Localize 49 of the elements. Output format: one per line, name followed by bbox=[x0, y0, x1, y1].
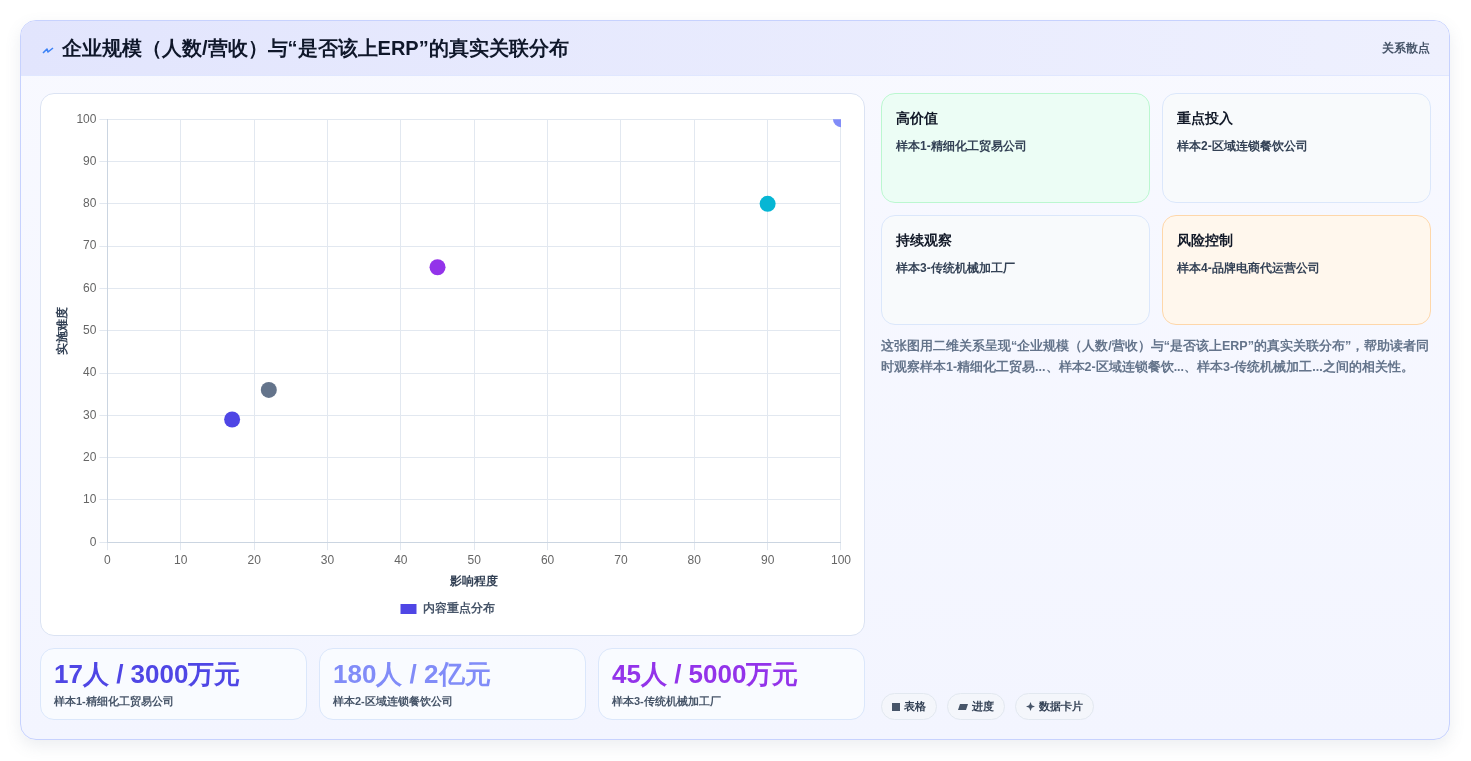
text: 这张图用二维关系呈现“企业规模（人数/营收）与“是否该上ERP”的真实关联分布”，帮助读者同时观察样本1-精细化工贸易...、样本2-区域连锁餐饮...、样本3-传统机械加工...之间的相关性。 bbox=[881, 338, 1431, 376]
text: 样本4-品牌电商代运营公司 bbox=[1177, 260, 1320, 277]
text: 表格 bbox=[904, 699, 926, 714]
x-tick-label: 10 bbox=[174, 552, 188, 567]
x-tick-label: 70 bbox=[614, 552, 628, 567]
text: 17人 / 3000万元 bbox=[54, 658, 241, 691]
point bbox=[224, 411, 241, 428]
y-tick-label: 100 bbox=[76, 111, 97, 126]
x-tick-label: 90 bbox=[760, 552, 775, 567]
x-tick-label: 30 bbox=[320, 552, 335, 567]
text: 样本2-区域连锁餐饮公司 bbox=[1177, 138, 1308, 155]
x-tick-label: 60 bbox=[540, 552, 555, 567]
text: 样本3-传统机械加工厂 bbox=[612, 694, 721, 709]
y-tick-label: 20 bbox=[83, 449, 97, 464]
text: 样本1-精细化工贸易公司 bbox=[896, 138, 1027, 155]
text: 样本3-传统机械加工厂 bbox=[896, 260, 1015, 277]
y-tick-label: 90 bbox=[83, 153, 97, 168]
point bbox=[759, 195, 776, 212]
y-tick-label: 10 bbox=[83, 492, 97, 507]
x-tick-label: 50 bbox=[467, 552, 482, 567]
text: 样本2-区域连锁餐饮公司 bbox=[333, 694, 453, 709]
y-tick-label: 0 bbox=[89, 534, 97, 549]
point bbox=[429, 259, 446, 276]
text: 高价值 bbox=[896, 110, 938, 128]
y-axis-title: 实施难度 bbox=[54, 306, 69, 355]
x-tick-label: 40 bbox=[394, 552, 408, 567]
point bbox=[260, 381, 277, 398]
text: 样本1-精细化工贸易公司 bbox=[54, 694, 174, 709]
chart-title: 企业规模（人数/营收）与“是否该上ERP”的真实关联分布 bbox=[62, 36, 569, 61]
x-tick-label: 100 bbox=[830, 552, 852, 567]
text: 进度 bbox=[972, 699, 994, 714]
legend-label: 内容重点分布 bbox=[422, 601, 495, 616]
text: 持续观察 bbox=[896, 232, 952, 250]
y-tick-label: 70 bbox=[83, 238, 97, 253]
y-tick-label: 50 bbox=[83, 323, 97, 338]
text: 重点投入 bbox=[1177, 110, 1233, 128]
x-tick-label: 0 bbox=[104, 552, 112, 567]
text: 关系散点 bbox=[1382, 40, 1430, 57]
x-tick-label: 20 bbox=[247, 552, 262, 567]
y-tick-label: 40 bbox=[83, 365, 97, 380]
x-tick-label: 80 bbox=[687, 552, 702, 567]
y-tick-label: 60 bbox=[83, 280, 97, 295]
y-tick-label: 80 bbox=[83, 196, 97, 211]
text: 风险控制 bbox=[1177, 232, 1233, 250]
text: 数据卡片 bbox=[1039, 699, 1083, 714]
text: 45人 / 5000万元 bbox=[612, 658, 799, 691]
x-axis-title: 影响程度 bbox=[449, 574, 499, 589]
y-tick-label: 30 bbox=[83, 407, 97, 422]
text: 180人 / 2亿元 bbox=[333, 658, 491, 691]
